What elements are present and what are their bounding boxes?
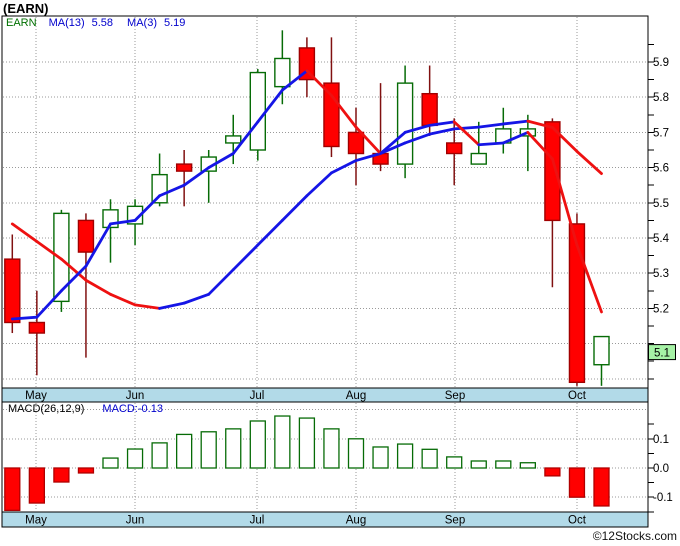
svg-text:5.8: 5.8 [653,92,669,104]
macd-histogram [4,415,610,511]
page-title: (EARN) [3,1,49,16]
svg-text:Aug: Aug [346,515,366,527]
ma3-line [10,69,603,321]
svg-text:Oct: Oct [568,515,587,527]
svg-text:5.9: 5.9 [653,57,669,69]
svg-text:0.1: 0.1 [653,434,669,446]
current-price-badge: 5.1 [648,344,676,361]
ma13-label: MA(13) [48,17,85,29]
ma3-value: 5.19 [164,17,186,29]
svg-text:Jul: Jul [250,515,265,527]
svg-text:5.5: 5.5 [653,198,669,210]
ma13-value: 5.58 [91,17,114,29]
svg-text:Aug: Aug [346,390,366,402]
ma3-label: MA(3) [127,17,157,29]
ma13-line [10,119,603,310]
candlesticks [4,30,610,386]
symbol-label: EARN [6,17,37,29]
macd-axis: 0.1 0.0 -0.1 [648,423,673,513]
svg-text:-0.1: -0.1 [653,492,673,504]
svg-text:0.0: 0.0 [653,463,669,475]
svg-text:May: May [25,390,47,402]
panel-frames [1,15,649,513]
svg-text:Jun: Jun [126,390,145,402]
svg-text:5.3: 5.3 [653,268,669,280]
svg-text:5.2: 5.2 [653,303,669,315]
watermark-12stocks: ©12Stocks.com [592,529,677,543]
price-axis: 5.9 5.8 5.7 5.6 5.5 5.4 5.3 5.2 [648,43,670,380]
macd-value-label: MACD:-0.13 [102,403,163,415]
macd-legend: MACD(26,12,9) MACD:-0.13 [8,403,163,415]
svg-text:Jul: Jul [250,390,265,402]
month-bands: May May Jun Jun Jul Jul Aug Aug Sep Sep Oct Oct [1,387,649,528]
macd-params-label: MACD(26,12,9) [8,403,85,415]
svg-text:5.4: 5.4 [653,233,670,245]
svg-text:5.6: 5.6 [653,163,669,175]
price-legend: EARN MA(13) 5.58 MA(3) 5.19 [6,17,199,29]
svg-text:5.1: 5.1 [654,348,670,360]
svg-text:Sep: Sep [445,515,465,527]
svg-text:Sep: Sep [445,390,465,402]
svg-text:Jun: Jun [126,515,145,527]
svg-text:May: May [25,515,47,527]
svg-text:Oct: Oct [568,390,587,402]
svg-text:5.7: 5.7 [653,127,669,139]
